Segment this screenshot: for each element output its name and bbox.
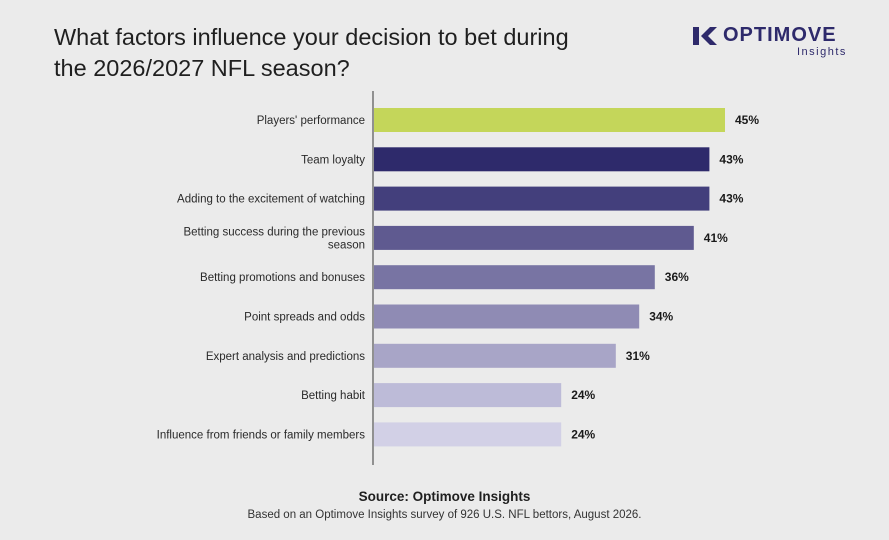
value-label: 24% xyxy=(571,388,595,402)
source-line: Source: Optimove Insights xyxy=(358,489,531,504)
logo-wordmark: OPTIMOVE xyxy=(723,24,837,46)
value-label: 24% xyxy=(571,427,595,441)
category-label: Players' performance xyxy=(257,115,365,127)
category-label-line: Betting success during the previous xyxy=(183,226,365,238)
chart-title: What factors influence your decision to … xyxy=(54,24,569,81)
category-label-line: Team loyalty xyxy=(301,154,365,166)
bar xyxy=(374,265,655,290)
category-label: Betting promotions and bonuses xyxy=(200,272,365,284)
optimove-logo: OPTIMOVE Insights xyxy=(693,24,858,60)
bars-group: 45% Players' performance 43% Team loyalty 43… xyxy=(157,108,759,447)
category-label: Betting habit xyxy=(301,390,366,402)
category-label: Betting success during the previous seaso… xyxy=(183,226,365,251)
value-label: 43% xyxy=(719,152,743,166)
category-label-line: Expert analysis and predictions xyxy=(206,351,365,363)
value-label: 45% xyxy=(735,113,759,127)
value-label: 41% xyxy=(704,231,728,245)
category-label: Adding to the excitement of watching xyxy=(177,194,365,206)
bar xyxy=(374,147,710,172)
category-label: Expert analysis and predictions xyxy=(206,351,365,363)
bar xyxy=(374,225,694,250)
category-label-line: Point spreads and odds xyxy=(244,312,365,324)
value-label: 36% xyxy=(665,270,689,284)
category-label: Influence from friends or family members xyxy=(157,429,366,441)
bar xyxy=(374,383,562,408)
logo-subtitle: Insights xyxy=(797,46,847,58)
category-label-line: Influence from friends or family members xyxy=(157,429,366,441)
bar xyxy=(374,422,562,447)
category-label: Point spreads and odds xyxy=(244,312,365,324)
bar xyxy=(374,108,725,132)
category-label-line: Adding to the excitement of watching xyxy=(177,194,365,206)
category-label-line: Players' performance xyxy=(257,115,365,127)
optimove-logo-icon xyxy=(693,27,717,45)
value-label: 34% xyxy=(649,310,673,324)
value-label: 43% xyxy=(719,192,743,206)
bar xyxy=(374,343,616,368)
category-label-line: Betting promotions and bonuses xyxy=(200,272,365,284)
category-label-line: Betting habit xyxy=(301,390,366,402)
category-label-line: season xyxy=(328,239,365,251)
bar xyxy=(374,186,710,211)
value-label: 31% xyxy=(626,349,650,363)
category-label: Team loyalty xyxy=(301,154,365,166)
bar xyxy=(374,304,640,329)
survey-note: Based on an Optimove Insights survey of … xyxy=(247,509,642,521)
